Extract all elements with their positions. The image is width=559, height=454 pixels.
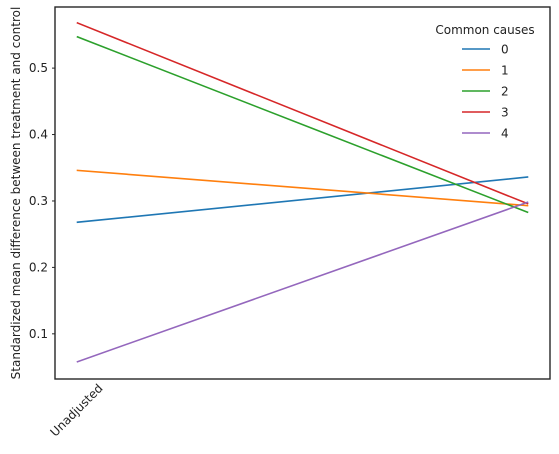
legend-label-2: 2 [501, 85, 509, 99]
legend-label-4: 4 [501, 127, 509, 141]
plot-marks [76, 21, 529, 363]
legend-title: Common causes [435, 23, 534, 37]
legend-label-1: 1 [501, 64, 509, 78]
legend-label-0: 0 [501, 43, 509, 57]
series-line-0 [76, 176, 529, 224]
plot-frame [54, 6, 551, 380]
series-line-2 [76, 35, 529, 214]
y-tick-label: 0.3 [29, 194, 48, 208]
y-tick-label: 0.5 [29, 61, 48, 75]
legend: Common causes 0 1 2 3 4 [435, 23, 534, 141]
y-axis-label: Standardized mean difference between tre… [9, 7, 23, 380]
series-line-3 [76, 21, 529, 205]
series-line-1 [76, 169, 529, 207]
y-tick-label: 0.1 [29, 327, 48, 341]
y-axis-ticks: 0.1 0.2 0.3 0.4 0.5 [29, 61, 55, 341]
y-tick-label: 0.4 [29, 128, 48, 142]
series-line-4 [76, 201, 529, 363]
y-tick-label: 0.2 [29, 260, 48, 274]
legend-label-3: 3 [501, 106, 509, 120]
